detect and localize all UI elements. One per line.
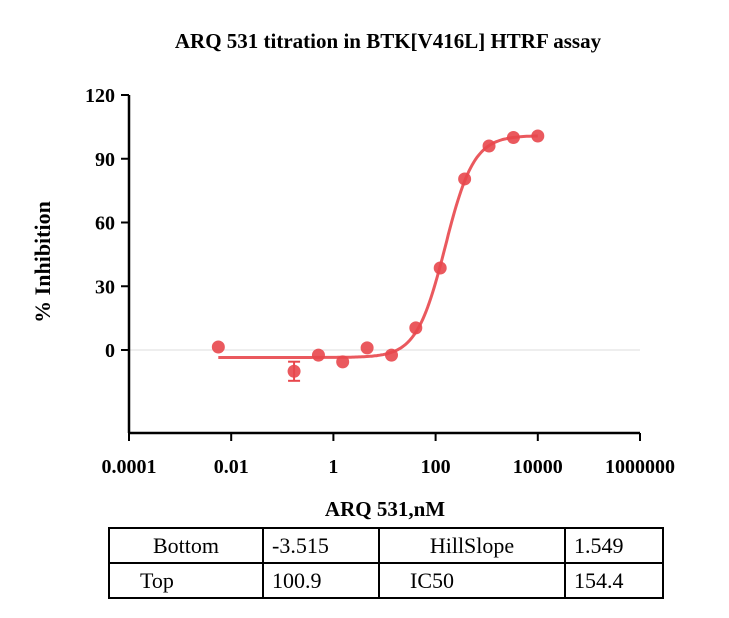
param-label: HillSlope	[378, 527, 566, 564]
x-tick-label: 0.01	[214, 456, 249, 478]
param-value: 100.9	[262, 562, 380, 599]
x-axis-label: ARQ 531,nM	[325, 497, 445, 520]
param-value: -3.515	[262, 527, 380, 564]
y-axis-label: % Inhibition	[30, 201, 55, 323]
table-row: Top 100.9 IC50 154.4	[108, 562, 664, 599]
y-tick-label: 120	[85, 85, 115, 107]
data-point	[336, 355, 350, 369]
data-point	[409, 321, 423, 335]
data-point	[211, 340, 225, 354]
param-value: 154.4	[564, 562, 664, 599]
data-point	[433, 261, 447, 275]
param-label: IC50	[378, 562, 566, 599]
data-point	[384, 348, 398, 362]
data-point	[287, 364, 301, 378]
x-tick-label: 1	[328, 456, 338, 478]
x-tick-label: 0.0001	[102, 456, 157, 478]
param-label: Bottom	[108, 527, 264, 564]
data-point	[506, 131, 520, 144]
x-tick-label: 10000	[513, 456, 563, 478]
data-point	[360, 341, 374, 355]
x-tick-label: 1000000	[605, 456, 675, 478]
table-row: Bottom -3.515 HillSlope 1.549	[108, 527, 664, 564]
data-point	[311, 348, 325, 362]
data-point	[482, 139, 496, 153]
y-tick-label: 0	[105, 340, 115, 362]
data-point	[458, 172, 472, 186]
fit-curve	[218, 134, 538, 359]
y-tick-label: 30	[95, 276, 115, 298]
chart-svg: ARQ 531 titration in BTK[V416L] HTRF ass…	[30, 29, 675, 520]
chart-title: ARQ 531 titration in BTK[V416L] HTRF ass…	[175, 29, 602, 53]
params-table: Bottom -3.515 HillSlope 1.549 Top 100.9 …	[108, 527, 664, 599]
param-value: 1.549	[564, 527, 664, 564]
y-tick-label: 90	[95, 149, 115, 171]
data-point	[531, 129, 545, 143]
param-label: Top	[108, 562, 264, 599]
y-tick-label: 60	[95, 213, 115, 235]
x-tick-label: 100	[421, 456, 451, 478]
